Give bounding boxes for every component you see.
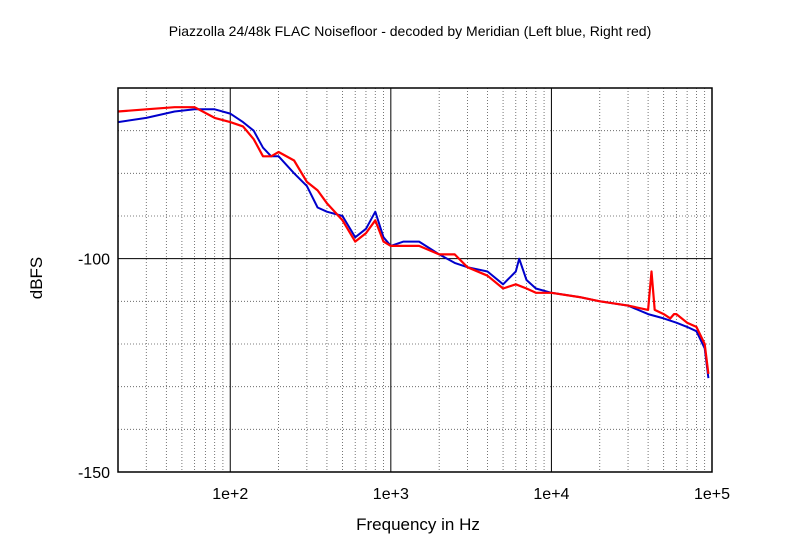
x-tick-label: 1e+5 [694,486,730,503]
chart-title: Piazzolla 24/48k FLAC Noisefloor - decod… [169,23,651,39]
y-tick-label: -100 [78,252,110,269]
y-axis-label: dBFS [27,257,46,300]
x-axis-label: Frequency in Hz [356,515,480,534]
x-tick-label: 1e+3 [373,486,409,503]
plot-frame [117,87,713,473]
grid [117,87,713,473]
x-tick-label: 1e+4 [533,486,569,503]
series-layer [117,106,710,379]
tick-labels: 1e+2 1e+3 1e+4 1e+5 -100 -150 [78,252,730,503]
series-line-2 [117,106,710,375]
y-tick-label: -150 [78,465,110,482]
x-tick-label: 1e+2 [212,486,248,503]
series-line-1 [117,108,710,379]
